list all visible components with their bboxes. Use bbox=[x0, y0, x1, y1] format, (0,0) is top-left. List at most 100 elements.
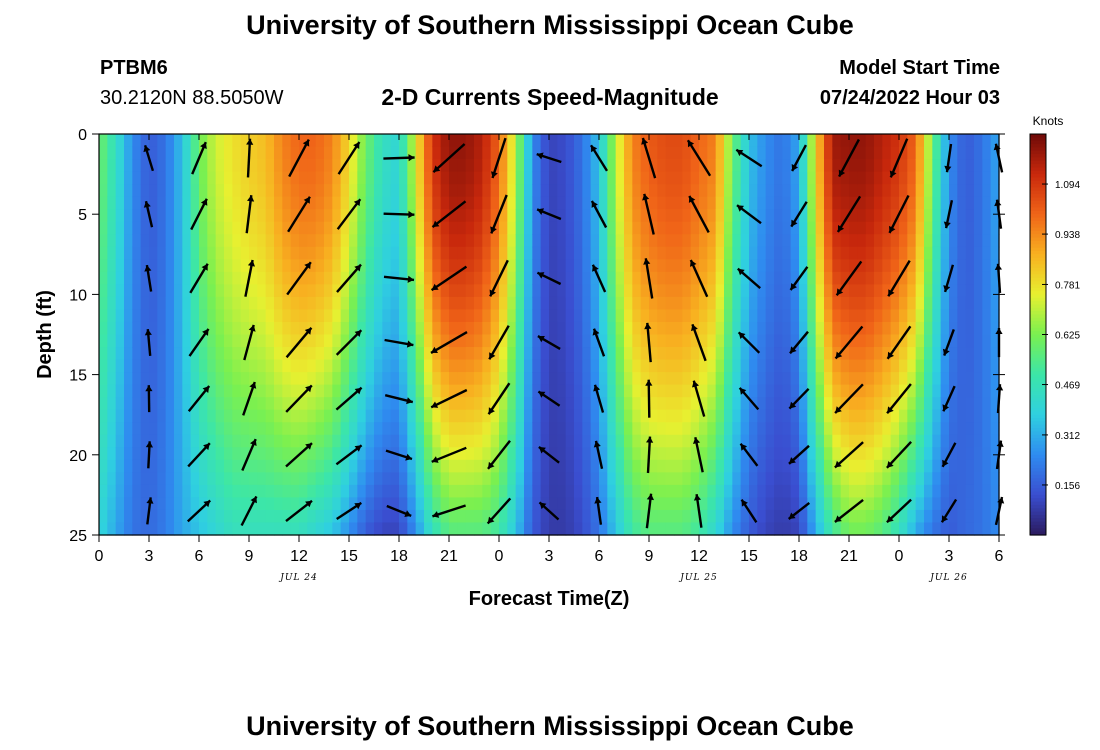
heatmap-cell bbox=[799, 159, 808, 173]
heatmap-cell bbox=[124, 422, 133, 436]
heatmap-cell bbox=[965, 422, 975, 436]
heatmap-cell bbox=[549, 334, 558, 348]
heatmap-cell bbox=[432, 271, 442, 285]
heatmap-cell bbox=[424, 359, 433, 373]
heatmap-cell bbox=[465, 234, 475, 248]
heatmap-cell bbox=[432, 409, 442, 423]
heatmap-cell bbox=[982, 209, 992, 223]
heatmap-cell bbox=[940, 384, 950, 398]
heatmap-cell bbox=[382, 434, 392, 448]
heatmap-cell bbox=[324, 509, 333, 524]
heatmap-cell bbox=[157, 171, 167, 185]
heatmap-cell bbox=[565, 434, 575, 448]
heatmap-cell bbox=[615, 434, 625, 448]
heatmap-cell bbox=[315, 234, 325, 248]
heatmap-cell bbox=[615, 484, 625, 499]
heatmap-cell bbox=[357, 171, 367, 185]
heatmap-cell bbox=[240, 221, 250, 235]
heatmap-cell bbox=[932, 184, 942, 198]
heatmap-cell bbox=[540, 171, 550, 185]
heatmap-cell bbox=[382, 134, 392, 148]
heatmap-cell bbox=[440, 347, 450, 361]
heatmap-cell bbox=[615, 372, 625, 386]
colorbar-segment bbox=[1030, 164, 1046, 169]
heatmap-cell bbox=[499, 497, 508, 511]
heatmap-cell bbox=[515, 159, 525, 173]
heatmap-cell bbox=[715, 334, 725, 348]
heatmap-cell bbox=[474, 434, 483, 448]
heatmap-cell bbox=[182, 472, 192, 486]
heatmap-cell bbox=[524, 309, 533, 323]
heatmap-cell bbox=[207, 522, 217, 536]
heatmap-cell bbox=[565, 334, 575, 348]
heatmap-cell bbox=[582, 184, 592, 198]
vector-arrowhead bbox=[943, 285, 951, 292]
heatmap-cell bbox=[799, 409, 808, 423]
heatmap-cell bbox=[890, 221, 900, 235]
heatmap-cell bbox=[957, 409, 967, 423]
heatmap-cell bbox=[615, 359, 625, 373]
heatmap-cell bbox=[190, 509, 200, 524]
vector-arrowhead bbox=[144, 265, 152, 272]
heatmap-cell bbox=[549, 409, 558, 423]
heatmap-cell bbox=[557, 434, 567, 448]
heatmap-cell bbox=[249, 309, 258, 323]
heatmap-cell bbox=[832, 246, 842, 260]
heatmap-cell bbox=[265, 196, 275, 210]
heatmap-cell bbox=[874, 397, 883, 411]
heatmap-cell bbox=[665, 159, 675, 173]
heatmap-cell bbox=[490, 409, 500, 423]
heatmap-cell bbox=[549, 459, 558, 473]
vector-arrow bbox=[431, 446, 467, 463]
heatmap-cell bbox=[749, 271, 758, 285]
heatmap-cell bbox=[382, 447, 392, 461]
heatmap-cell bbox=[532, 422, 542, 436]
heatmap-cell bbox=[107, 359, 117, 373]
date-label: JUL 25 bbox=[678, 573, 717, 583]
heatmap-cell bbox=[515, 134, 525, 148]
heatmap-cell bbox=[990, 284, 1000, 298]
heatmap-cell bbox=[774, 422, 783, 436]
vector-arrowhead bbox=[691, 324, 698, 332]
heatmap-cell bbox=[165, 234, 175, 248]
heatmap-cell bbox=[890, 184, 900, 198]
heatmap-cell bbox=[915, 159, 925, 173]
heatmap-cell bbox=[949, 447, 958, 461]
heatmap-cell bbox=[715, 422, 725, 436]
heatmap-cell bbox=[207, 359, 217, 373]
heatmap-cell bbox=[349, 434, 358, 448]
heatmap-cell bbox=[874, 171, 883, 185]
heatmap-cell bbox=[765, 134, 775, 148]
heatmap-cell bbox=[399, 296, 408, 311]
heatmap-cell bbox=[415, 434, 425, 448]
heatmap-cell bbox=[840, 447, 850, 461]
heatmap-cell bbox=[757, 459, 767, 473]
heatmap-cell bbox=[824, 384, 833, 398]
heatmap-cell bbox=[140, 196, 150, 210]
heatmap-cell bbox=[382, 234, 392, 248]
heatmap-cell bbox=[740, 246, 750, 260]
heatmap-cell bbox=[174, 372, 183, 386]
heatmap-cell bbox=[807, 234, 817, 248]
heatmap-cell bbox=[515, 171, 525, 185]
heatmap-cell bbox=[515, 309, 525, 323]
heatmap-cell bbox=[532, 321, 542, 336]
vector-arrowhead bbox=[836, 288, 844, 296]
heatmap-cell bbox=[724, 259, 733, 273]
heatmap-cell bbox=[365, 309, 375, 323]
heatmap-cell bbox=[299, 221, 308, 235]
heatmap-cell bbox=[990, 209, 1000, 223]
heatmap-cell bbox=[740, 234, 750, 248]
heatmap-cell bbox=[657, 296, 667, 311]
heatmap-cell bbox=[982, 447, 992, 461]
heatmap-cell bbox=[549, 246, 558, 260]
heatmap-cell bbox=[582, 321, 592, 336]
heatmap-cell bbox=[940, 196, 950, 210]
heatmap-cell bbox=[899, 372, 908, 386]
vector-arrowhead bbox=[143, 145, 151, 153]
heatmap-cell bbox=[374, 259, 383, 273]
heatmap-cell bbox=[782, 146, 792, 160]
colorbar-segment bbox=[1030, 448, 1046, 453]
heatmap-cell bbox=[874, 271, 883, 285]
heatmap-cell bbox=[932, 497, 942, 511]
